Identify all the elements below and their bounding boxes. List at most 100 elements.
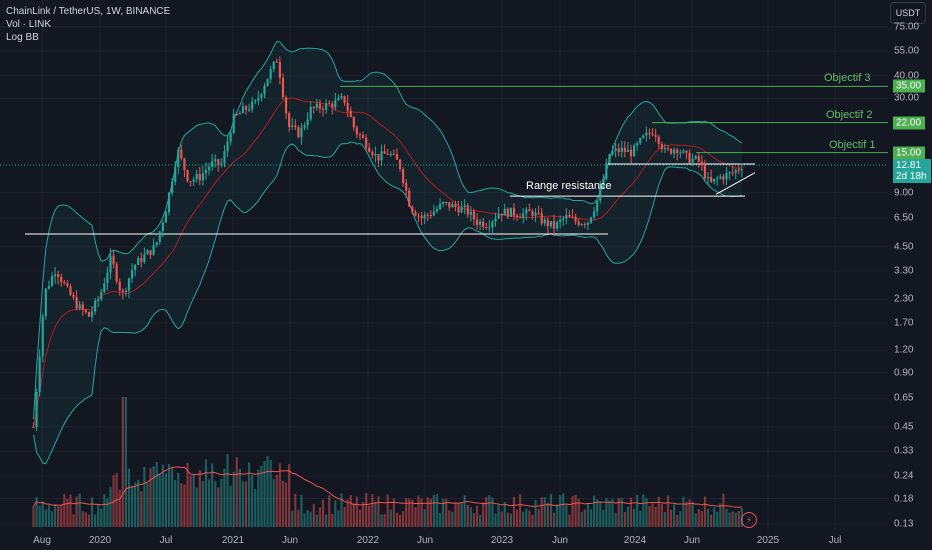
- candle-body: [241, 106, 245, 113]
- volume-bar: [426, 497, 429, 527]
- candle-body: [211, 161, 214, 167]
- candle-body: [663, 148, 666, 150]
- volume-bar: [371, 494, 374, 527]
- price-axis-label: 0.90: [894, 367, 914, 379]
- candle-body: [90, 311, 94, 317]
- volume-indicator-label[interactable]: Vol · LINK: [6, 19, 52, 30]
- candle-body: [340, 95, 343, 98]
- volume-bar: [432, 494, 435, 527]
- candle-body: [494, 218, 497, 222]
- candle-body: [722, 176, 725, 180]
- volume-bar: [657, 496, 660, 527]
- volume-bar: [571, 496, 574, 527]
- candle-body: [426, 214, 429, 216]
- candle-body: [103, 283, 106, 293]
- bollinger-indicator-label[interactable]: Log BB: [6, 32, 39, 43]
- volume-bar: [69, 494, 72, 527]
- volume-bar: [60, 504, 63, 527]
- candle-body: [198, 174, 201, 181]
- candle-body: [599, 187, 602, 201]
- volume-bar: [694, 513, 697, 527]
- volume-bar: [254, 488, 257, 527]
- candle-body: [355, 127, 358, 135]
- candle-body: [69, 286, 72, 295]
- candle-body: [577, 221, 580, 226]
- volume-bar: [130, 485, 134, 527]
- candle-body: [158, 231, 161, 243]
- volume-bar: [118, 489, 121, 527]
- objective-label: Objectif 2: [826, 108, 873, 121]
- candle-body: [657, 136, 660, 145]
- volume-bar: [50, 511, 54, 527]
- candle-body: [291, 125, 294, 127]
- volume-bar: [143, 467, 146, 527]
- horizontal-levels: [0, 163, 888, 235]
- volume-bar: [636, 495, 639, 527]
- price-axis-label: 3.30: [894, 265, 914, 277]
- volume-bar: [217, 487, 220, 527]
- volume-bar: [386, 494, 389, 527]
- candle-body: [383, 151, 386, 154]
- volume-bar: [155, 462, 158, 527]
- candle-body: [81, 304, 84, 310]
- candle-body: [645, 132, 648, 136]
- volume-bar: [676, 514, 679, 527]
- candle-body: [574, 217, 577, 222]
- volume-bar: [525, 508, 528, 527]
- candle-body: [164, 212, 168, 223]
- volume-bar: [682, 496, 685, 527]
- candle-body: [562, 218, 565, 220]
- volume-bar: [220, 478, 223, 527]
- volume-bar: [346, 499, 349, 527]
- volume-bar: [229, 485, 232, 527]
- volume-bar: [713, 507, 716, 527]
- candle-body: [152, 245, 155, 255]
- price-tag: 15.00: [893, 146, 925, 160]
- volume-bar: [565, 504, 568, 527]
- volume-bar: [472, 513, 476, 527]
- volume-bar: [454, 502, 457, 527]
- band-fill: [33, 41, 742, 464]
- volume-bar: [506, 512, 509, 527]
- volume-bar: [171, 468, 174, 527]
- symbol-title[interactable]: ChainLink / TetherUS, 1W, BINANCE: [6, 6, 171, 17]
- volume-bar: [602, 509, 605, 527]
- candle-body: [161, 222, 164, 232]
- lightning-icon[interactable]: ⚡: [741, 512, 757, 528]
- trend-line: [715, 172, 756, 195]
- candle-body: [731, 172, 734, 174]
- candle-body: [679, 152, 682, 154]
- price-axis-label: 9.00: [894, 187, 914, 199]
- volume-ma-line: [33, 466, 742, 508]
- candle-body: [171, 181, 174, 193]
- candle-body: [75, 297, 78, 309]
- volume-bar: [340, 493, 343, 527]
- candle-body: [374, 154, 377, 156]
- candle-body: [78, 304, 81, 309]
- candle-body: [167, 192, 171, 213]
- candle-body: [63, 282, 66, 284]
- volume-bar: [589, 509, 593, 527]
- candle-body: [583, 224, 586, 226]
- volume-bar: [540, 497, 543, 527]
- volume-bar: [583, 509, 586, 527]
- candle-body: [531, 211, 534, 216]
- volume-bar: [577, 498, 580, 527]
- candle-body: [278, 62, 281, 78]
- candle-body: [706, 176, 710, 179]
- candle-body: [408, 190, 411, 207]
- candle-body: [309, 106, 312, 120]
- candle-body: [713, 178, 716, 182]
- volume-bar: [180, 483, 183, 527]
- volume-bar: [257, 469, 260, 527]
- candle-body: [420, 215, 423, 219]
- candle-body: [398, 159, 402, 170]
- candle-body: [414, 212, 417, 216]
- currency-button[interactable]: USDT: [890, 2, 926, 24]
- volume-bar: [167, 463, 171, 527]
- candle-body: [580, 224, 583, 226]
- volume-bar: [72, 514, 75, 527]
- volume-bar: [669, 509, 673, 527]
